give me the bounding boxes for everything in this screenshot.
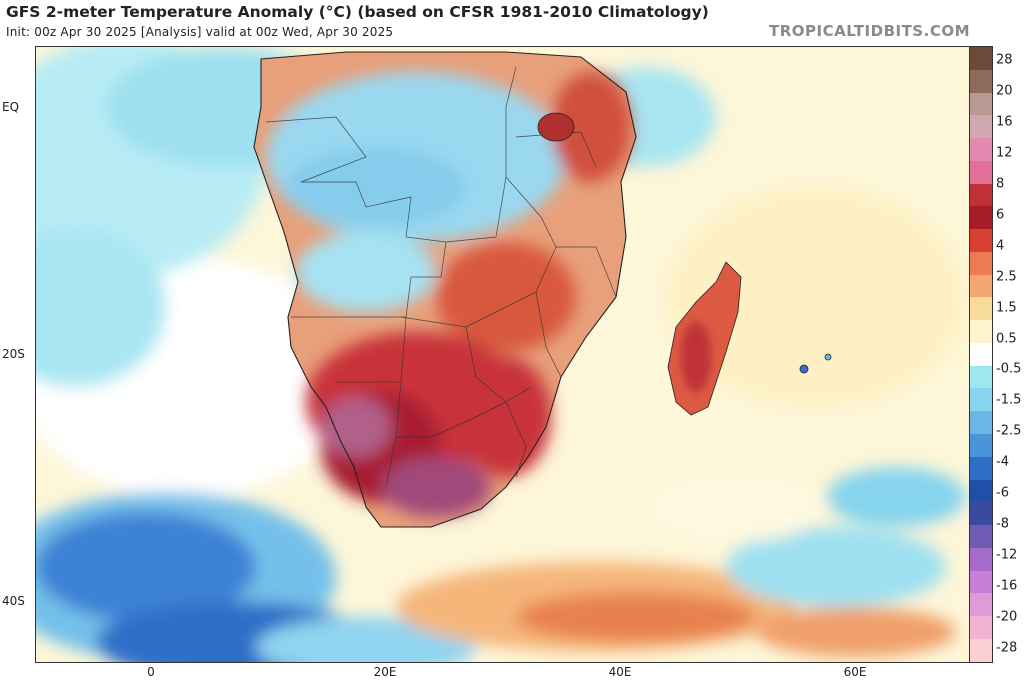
colorbar-label: 8 <box>996 176 1005 192</box>
madagascar-heat <box>681 322 711 392</box>
colorbar-swatch <box>970 479 992 503</box>
mauritius-island <box>799 364 809 374</box>
colorbar-swatch <box>970 274 992 298</box>
map-canvas <box>36 47 969 662</box>
anomaly-field-land <box>266 72 631 517</box>
colorbar-label: 1.5 <box>996 300 1017 316</box>
brand-watermark: TROPICALTIDBITS.COM <box>769 22 970 40</box>
africa-coastline <box>253 51 637 528</box>
colorbar-label: 20 <box>996 83 1013 99</box>
anomaly-map <box>35 46 970 663</box>
colorbar <box>969 46 993 663</box>
map-title: GFS 2-meter Temperature Anomaly (°C) (ba… <box>6 3 709 21</box>
colorbar-label: -8 <box>996 516 1009 532</box>
colorbar-swatch <box>970 229 992 252</box>
colorbar-label: -1.5 <box>996 392 1022 408</box>
colorbar-label: -4 <box>996 454 1009 470</box>
colorbar-swatch <box>970 456 992 480</box>
colorbar-swatch <box>970 160 992 184</box>
colorbar-swatch <box>970 388 992 412</box>
colorbar-label: -12 <box>996 547 1018 563</box>
colorbar-swatch <box>970 138 992 161</box>
x-tick-label: 20E <box>373 665 397 679</box>
colorbar-swatch <box>970 206 992 230</box>
colorbar-swatch <box>970 525 992 548</box>
colorbar-label: -20 <box>996 609 1018 625</box>
colorbar-label: -16 <box>996 578 1018 594</box>
colorbar-swatch <box>970 502 992 526</box>
colorbar-swatch <box>970 297 992 321</box>
colorbar-swatch <box>970 411 992 435</box>
colorbar-label: 12 <box>996 145 1013 161</box>
x-tick-label: 60E <box>843 665 867 679</box>
colorbar-label: -0.5 <box>996 361 1022 377</box>
colorbar-label: -2.5 <box>996 423 1022 439</box>
colorbar-swatch <box>970 342 992 366</box>
anomaly-field-ocean <box>36 47 966 662</box>
y-tick-label: 20S <box>2 347 25 361</box>
map-subtitle: Init: 00z Apr 30 2025 [Analysis] valid a… <box>6 25 394 39</box>
colorbar-label: 4 <box>996 238 1005 254</box>
colorbar-swatch <box>970 115 992 139</box>
colorbar-swatch <box>970 547 992 571</box>
colorbar-swatch <box>970 616 992 639</box>
x-tick-label: 40E <box>608 665 632 679</box>
colorbar-label: -28 <box>996 640 1018 656</box>
colorbar-swatch <box>970 47 992 70</box>
colorbar-swatch <box>970 593 992 617</box>
colorbar-label: 2.5 <box>996 269 1017 285</box>
x-tick-label: 0 <box>147 665 155 679</box>
colorbar-swatch <box>970 434 992 457</box>
colorbar-label: 16 <box>996 114 1013 130</box>
colorbar-swatch <box>970 320 992 343</box>
lake-victoria <box>537 112 575 142</box>
colorbar-swatch <box>970 365 992 389</box>
y-tick-label: EQ <box>2 100 20 114</box>
colorbar-label: 0.5 <box>996 331 1017 347</box>
colorbar-swatch <box>970 92 992 116</box>
country-borders <box>265 66 617 488</box>
colorbar-swatch <box>970 183 992 207</box>
y-tick-label: 40S <box>2 594 25 608</box>
colorbar-swatch <box>970 251 992 275</box>
colorbar-swatch <box>970 69 992 93</box>
colorbar-swatch <box>970 638 992 662</box>
colorbar-label: 28 <box>996 52 1013 68</box>
colorbar-label: 6 <box>996 207 1005 223</box>
colorbar-label: -6 <box>996 485 1009 501</box>
reunion-island <box>824 353 832 361</box>
colorbar-swatch <box>970 570 992 594</box>
